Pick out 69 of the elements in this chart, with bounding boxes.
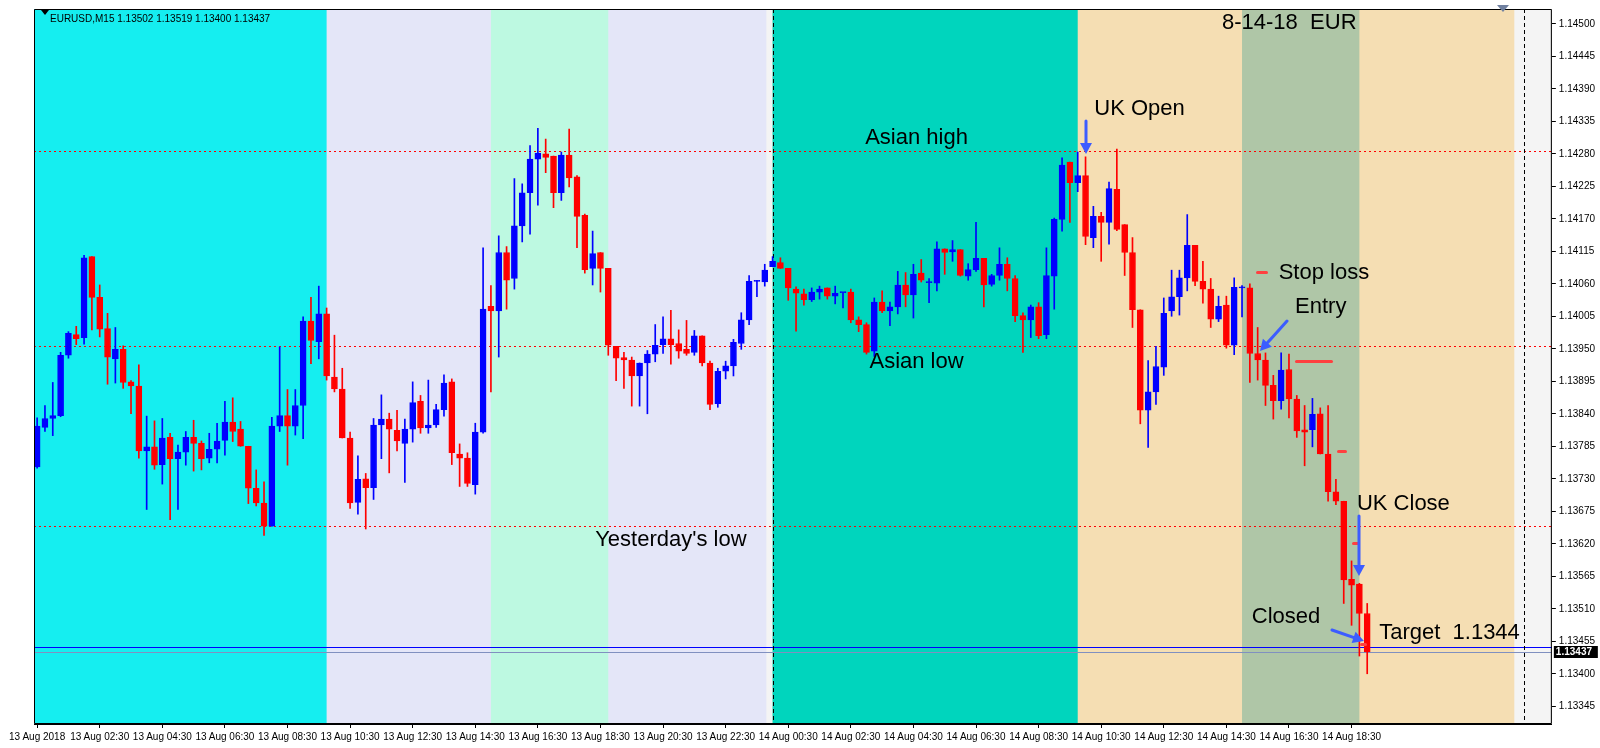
y-tick-label: 1.14115 xyxy=(1558,245,1595,257)
x-tick-label: 13 Aug 18:30 xyxy=(570,730,631,742)
chart-subtitle: EURUSD,M15 1.13502 1.13519 1.13400 1.13437 xyxy=(50,12,271,24)
annotation: UK Close xyxy=(1356,489,1450,515)
x-tick-label: 14 Aug 18:30 xyxy=(1322,730,1382,742)
candlestick xyxy=(886,301,894,327)
annotation: Stop loss xyxy=(1278,258,1370,284)
x-tick-label: 13 Aug 06:30 xyxy=(195,730,255,742)
y-tick-label: 1.14500 xyxy=(1558,17,1596,29)
y-tick-label: 1.14390 xyxy=(1558,82,1596,94)
annotation: UK Open xyxy=(1094,94,1185,120)
x-tick-label: 13 Aug 08:30 xyxy=(258,730,318,742)
y-tick-label: 1.14225 xyxy=(1558,180,1596,192)
x-tick-label: 13 Aug 04:30 xyxy=(132,730,193,742)
chart-title: 8-14-18 EUR xyxy=(1222,9,1357,35)
y-tick-label: 1.14445 xyxy=(1558,50,1596,62)
x-tick-label: 13 Aug 02:30 xyxy=(70,730,130,742)
annotation: Asian low xyxy=(869,347,964,373)
y-tick-label: 1.13895 xyxy=(1558,375,1596,387)
candlestick xyxy=(385,412,393,474)
x-tick-label: 14 Aug 14:30 xyxy=(1196,730,1257,742)
candlestick xyxy=(792,286,800,332)
y-tick-label: 1.13950 xyxy=(1558,342,1596,354)
x-tick-label: 13 Aug 16:30 xyxy=(508,730,568,742)
y-tick-label: 1.14005 xyxy=(1558,310,1596,322)
y-tick-label: 1.13620 xyxy=(1558,537,1596,549)
y-tick-label: 1.13345 xyxy=(1558,700,1596,712)
candlestick xyxy=(1238,285,1246,318)
x-tick-label: 14 Aug 06:30 xyxy=(946,730,1006,742)
y-tick-label: 1.13565 xyxy=(1558,570,1596,582)
ref-line-label: Target 1.1344 xyxy=(1379,619,1520,645)
x-tick-label: 14 Aug 08:30 xyxy=(1009,730,1069,742)
x-tick-label: 13 Aug 14:30 xyxy=(445,730,506,742)
x-tick-label: 13 Aug 2018 xyxy=(9,730,66,742)
y-tick-label: 1.14335 xyxy=(1558,115,1596,127)
candlestick xyxy=(1074,151,1082,192)
annotation: Asian high xyxy=(865,123,968,149)
x-tick-label: 14 Aug 00:30 xyxy=(758,730,819,742)
ref-line-label: 1.13437 xyxy=(1555,645,1593,657)
candlestick xyxy=(229,397,237,442)
candlestick xyxy=(659,316,667,354)
x-tick-label: 14 Aug 10:30 xyxy=(1071,730,1132,742)
y-tick-label: 1.13840 xyxy=(1558,407,1596,419)
y-tick-label: 1.14170 xyxy=(1558,212,1596,224)
x-tick-label: 13 Aug 10:30 xyxy=(320,730,380,742)
x-tick-label: 14 Aug 12:30 xyxy=(1134,730,1194,742)
y-tick-label: 1.13785 xyxy=(1558,440,1596,452)
candlestick xyxy=(831,285,839,305)
x-tick-label: 14 Aug 02:30 xyxy=(821,730,881,742)
candlestick xyxy=(651,324,659,363)
x-tick-label: 14 Aug 16:30 xyxy=(1259,730,1319,742)
y-tick-label: 1.13510 xyxy=(1558,602,1596,614)
y-tick-label: 1.13730 xyxy=(1558,472,1596,484)
y-tick-label: 1.14060 xyxy=(1558,277,1596,289)
x-tick-label: 13 Aug 12:30 xyxy=(383,730,443,742)
candlestick xyxy=(1097,211,1105,262)
candlestick xyxy=(941,248,949,275)
annotation: Entry xyxy=(1295,293,1347,319)
annotation: Closed xyxy=(1251,603,1321,629)
y-tick-label: 1.13675 xyxy=(1558,505,1596,517)
x-tick-label: 13 Aug 22:30 xyxy=(696,730,756,742)
candlestick xyxy=(276,346,283,432)
x-tick-label: 13 Aug 20:30 xyxy=(633,730,693,742)
annotation: Yesterday's low xyxy=(595,526,747,552)
x-tick-label: 14 Aug 04:30 xyxy=(883,730,944,742)
y-tick-label: 1.14280 xyxy=(1558,147,1596,159)
y-tick-label: 1.13400 xyxy=(1558,667,1596,679)
y-tick-label: 1.13455 xyxy=(1558,635,1596,647)
candlestick xyxy=(49,382,57,436)
